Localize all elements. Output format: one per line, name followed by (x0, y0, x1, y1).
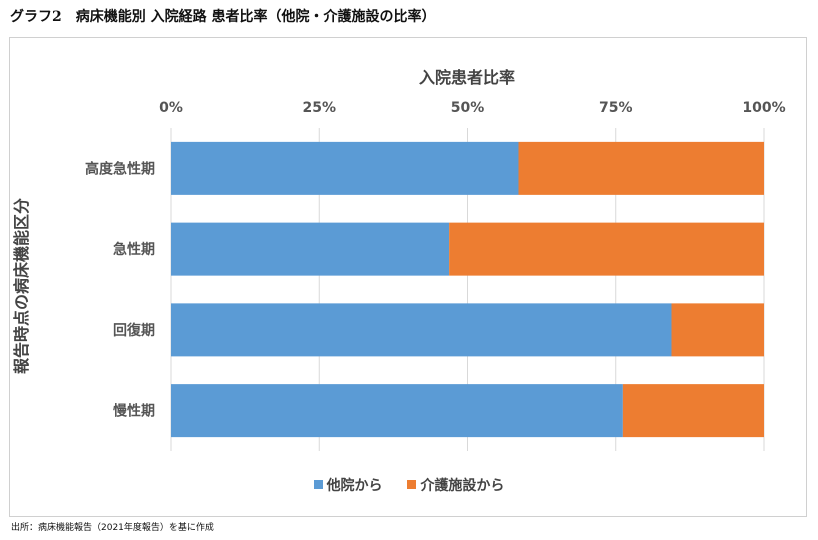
x-axis-title: 入院患者比率 (418, 68, 516, 87)
legend: 他院から 介護施設から (0, 475, 818, 495)
bar-segment-care-facility (622, 384, 764, 438)
bar-segment-care-facility (449, 222, 764, 276)
bar-segment-other-hospital (171, 141, 519, 195)
bar-segment-other-hospital (171, 384, 623, 438)
legend-swatch-other-hospital (313, 480, 323, 489)
page-title: グラフ2 病床機能別 入院経路 患者比率（他院・介護施設の比率） (10, 9, 436, 25)
x-tick-label: 50% (451, 100, 485, 116)
x-tick-label: 0% (159, 100, 183, 116)
x-tick-label: 100% (742, 100, 785, 116)
y-tick-label: 回復期 (113, 322, 155, 339)
legend-item-care-facility: 介護施設から (407, 475, 504, 495)
y-tick-label: 高度急性期 (85, 160, 155, 177)
bar-segment-other-hospital (171, 303, 672, 357)
legend-swatch-care-facility (407, 480, 417, 489)
legend-label-other-hospital: 他院から (326, 478, 383, 494)
source-note: 出所：病床機能報告（2021年度報告）を基に作成 (11, 523, 214, 533)
bar-segment-care-facility (671, 303, 764, 357)
bar-segment-other-hospital (171, 222, 450, 276)
y-tick-label: 慢性期 (113, 403, 155, 420)
y-axis-title: 報告時点の病床機能区分 (12, 197, 31, 375)
y-tick-label: 急性期 (113, 241, 155, 258)
legend-item-other-hospital: 他院から (313, 475, 383, 495)
legend-label-care-facility: 介護施設から (420, 478, 505, 494)
x-tick-label: 75% (599, 100, 633, 116)
x-tick-label: 25% (302, 100, 336, 116)
bar-segment-care-facility (518, 141, 764, 195)
